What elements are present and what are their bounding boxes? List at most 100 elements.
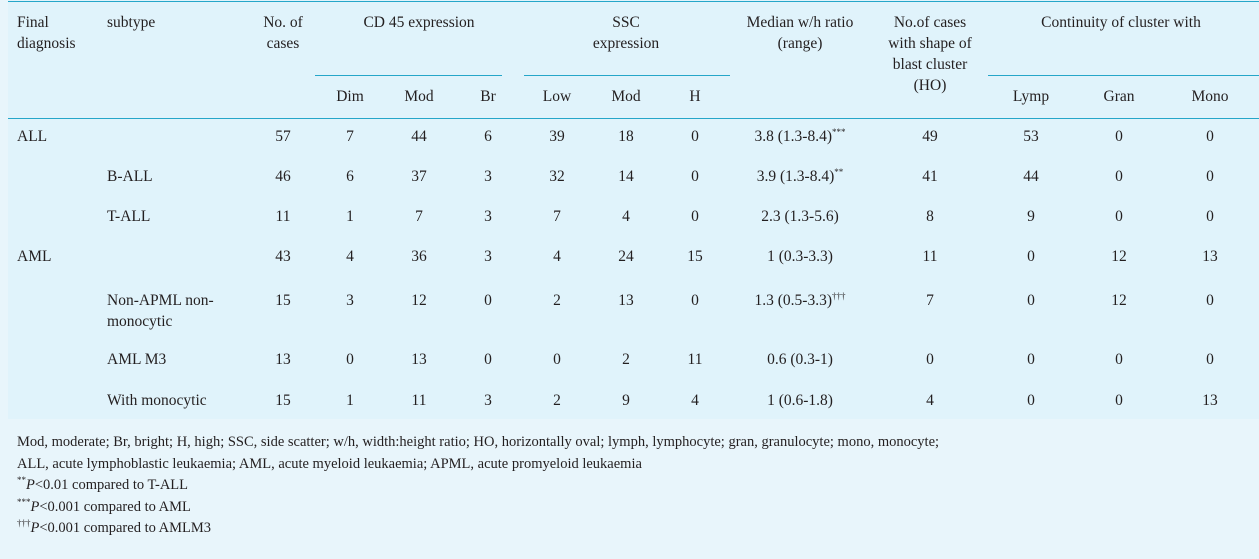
footnote-note-3: †††P<0.001 compared to AMLM3 — [17, 519, 211, 537]
cell-h: 0 — [691, 292, 699, 309]
cell-h: 4 — [691, 392, 699, 409]
footnote-abbrev-2: ALL, acute lymphoblastic leukaemia; AML,… — [17, 456, 642, 472]
cell-ho: 41 — [922, 168, 938, 185]
cell-subtype: With monocytic — [107, 392, 207, 409]
continuity-rule — [988, 75, 1259, 76]
cell-low: 4 — [553, 248, 561, 265]
cell-ratio: 0.6 (0.3-1) — [767, 351, 833, 368]
cell-ho: 0 — [926, 351, 934, 368]
cell-ssc-mod: 2 — [622, 351, 630, 368]
cell-h: 0 — [691, 208, 699, 225]
ssc-rule — [524, 75, 730, 76]
footnote-mark: ** — [17, 475, 26, 485]
cell-mono: 13 — [1202, 392, 1218, 409]
cell-mod: 11 — [411, 392, 427, 409]
footnote-text: <0.001 compared to AMLM3 — [39, 520, 212, 536]
cell-dim: 3 — [346, 292, 354, 309]
cell-subtype: T-ALL — [107, 208, 151, 225]
cell-br: 3 — [484, 168, 492, 185]
significance-mark: ††† — [832, 291, 846, 301]
footnote-mark: ††† — [17, 518, 31, 528]
cell-ssc-mod: 13 — [618, 292, 634, 309]
footnote-note-2: ***P<0.001 compared to AML — [17, 498, 191, 516]
header-no-of-cases: No. of cases — [263, 14, 303, 52]
footnote-text: <0.01 compared to T-ALL — [34, 477, 189, 493]
cell-ratio: 1 (0.6-1.8) — [767, 392, 833, 409]
header-cd45: CD 45 expression — [363, 14, 475, 31]
footnote-abbrev-1: Mod, moderate; Br, bright; H, high; SSC,… — [17, 434, 940, 450]
significance-mark: *** — [832, 127, 846, 137]
cell-dim: 4 — [346, 248, 354, 265]
cell-low: 2 — [553, 392, 561, 409]
cell-mod: 44 — [411, 128, 427, 145]
ratio-value: 1.3 (0.5-3.3) — [754, 292, 833, 309]
footnote-mark: *** — [17, 497, 31, 507]
cell-cases: 13 — [275, 351, 291, 368]
subheader-mono: Mono — [1191, 88, 1229, 105]
cell-cases: 11 — [275, 208, 291, 225]
cell-lymp: 0 — [1027, 351, 1035, 368]
cell-h: 0 — [691, 128, 699, 145]
cell-low: 2 — [553, 292, 561, 309]
cell-mod: 13 — [411, 351, 427, 368]
cell-lymp: 0 — [1027, 248, 1035, 265]
cell-mono: 0 — [1206, 292, 1214, 309]
cell-lymp: 0 — [1027, 292, 1035, 309]
footnote-p: P — [26, 477, 35, 493]
subheader-gran: Gran — [1103, 88, 1135, 105]
cell-subtype: AML M3 — [107, 351, 167, 368]
cell-br: 3 — [484, 392, 492, 409]
cell-ssc-mod: 14 — [618, 168, 634, 185]
footnote-p: P — [30, 520, 40, 536]
cell-ho: 4 — [926, 392, 934, 409]
header-ssc: SSC expression — [592, 14, 660, 52]
cell-br: 3 — [484, 248, 492, 265]
cell-lymp: 0 — [1027, 392, 1035, 409]
cell-lymp: 9 — [1027, 208, 1035, 225]
cell-br: 6 — [484, 128, 492, 145]
cell-low: 32 — [549, 168, 565, 185]
cell-gran: 12 — [1111, 292, 1127, 309]
cell-mod: 12 — [411, 292, 427, 309]
cell-low: 39 — [549, 128, 565, 145]
cell-ho: 49 — [922, 128, 938, 145]
header-median-ratio: Median w/h ratio (range) — [746, 14, 854, 52]
cell-ratio: 1.3 (0.5-3.3)††† — [755, 290, 846, 311]
cell-dim: 1 — [346, 392, 354, 409]
cd45-rule — [315, 75, 502, 76]
footnote-text: <0.001 compared to AML — [39, 499, 191, 515]
ratio-value: 3.9 (1.3-8.4) — [756, 168, 835, 185]
cell-dim: 6 — [346, 168, 354, 185]
subheader-lymp: Lymp — [1012, 88, 1050, 105]
cell-br: 3 — [484, 208, 492, 225]
cell-cases: 57 — [275, 128, 291, 145]
subheader-h: H — [689, 88, 701, 105]
cell-br: 0 — [484, 351, 492, 368]
cell-gran: 0 — [1115, 128, 1123, 145]
cell-h: 11 — [687, 351, 703, 368]
cell-mono: 0 — [1206, 128, 1214, 145]
cell-low: 0 — [553, 351, 561, 368]
footnote-p: P — [30, 499, 40, 515]
cell-mono: 0 — [1206, 168, 1214, 185]
cell-ratio: 3.8 (1.3-8.4)*** — [755, 126, 846, 147]
cell-dim: 1 — [346, 208, 354, 225]
cell-lymp: 44 — [1023, 168, 1039, 185]
cell-diagnosis: AML — [17, 248, 52, 265]
header-bottom-rule — [8, 118, 1259, 119]
cell-dim: 0 — [346, 351, 354, 368]
cell-ratio: 2.3 (1.3-5.6) — [761, 208, 839, 225]
cell-mod: 7 — [415, 208, 423, 225]
header-subtype: subtype — [107, 14, 156, 31]
header-final-diagnosis: Final diagnosis — [17, 14, 76, 52]
cell-mono: 0 — [1206, 351, 1214, 368]
cell-cases: 43 — [275, 248, 291, 265]
cell-h: 15 — [687, 248, 703, 265]
cell-dim: 7 — [346, 128, 354, 145]
subheader-low: Low — [542, 88, 572, 105]
cell-subtype: Non-APML non-monocytic — [107, 292, 214, 330]
top-rule — [8, 1, 1259, 2]
subheader-cd45-mod: Mod — [404, 88, 434, 105]
cell-gran: 0 — [1115, 208, 1123, 225]
